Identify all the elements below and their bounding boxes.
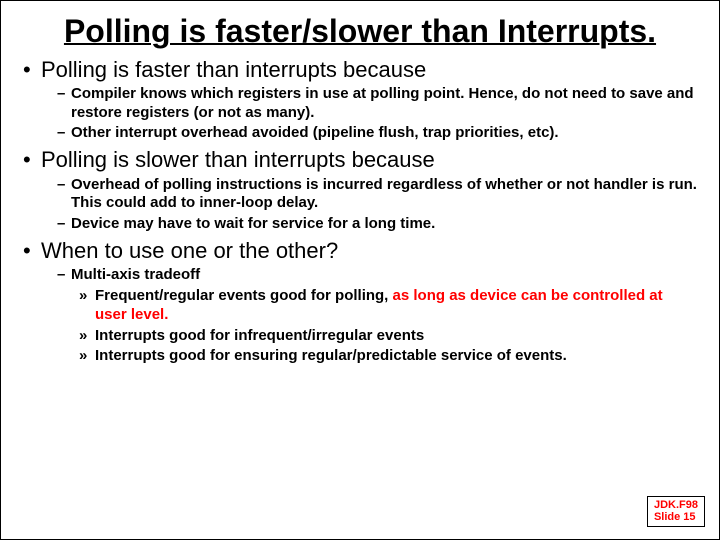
subsub-when-b: Interrupts good for infrequent/irregular… <box>79 327 697 346</box>
sub-slower-2: Device may have to wait for service for … <box>57 215 697 234</box>
bullet-when: When to use one or the other? <box>23 238 697 264</box>
subsub-when-a: Frequent/regular events good for polling… <box>79 287 697 325</box>
slide-frame: Polling is faster/slower than Interrupts… <box>0 0 720 540</box>
sub-faster-2: Other interrupt overhead avoided (pipeli… <box>57 124 697 143</box>
bullet-faster: Polling is faster than interrupts becaus… <box>23 57 697 83</box>
bullet-slower: Polling is slower than interrupts becaus… <box>23 147 697 173</box>
slide-title: Polling is faster/slower than Interrupts… <box>23 15 697 49</box>
sub-faster-1: Compiler knows which registers in use at… <box>57 85 697 123</box>
footer-box: JDK.F98 Slide 15 <box>647 496 705 527</box>
sub-when-1: Multi-axis tradeoff <box>57 266 697 285</box>
footer-line-1: JDK.F98 <box>654 499 698 512</box>
footer-line-2: Slide 15 <box>654 511 698 524</box>
sub-slower-1: Overhead of polling instructions is incu… <box>57 176 697 214</box>
subsub-when-c: Interrupts good for ensuring regular/pre… <box>79 347 697 366</box>
subsub-when-a-pre: Frequent/regular events good for polling… <box>95 287 388 304</box>
